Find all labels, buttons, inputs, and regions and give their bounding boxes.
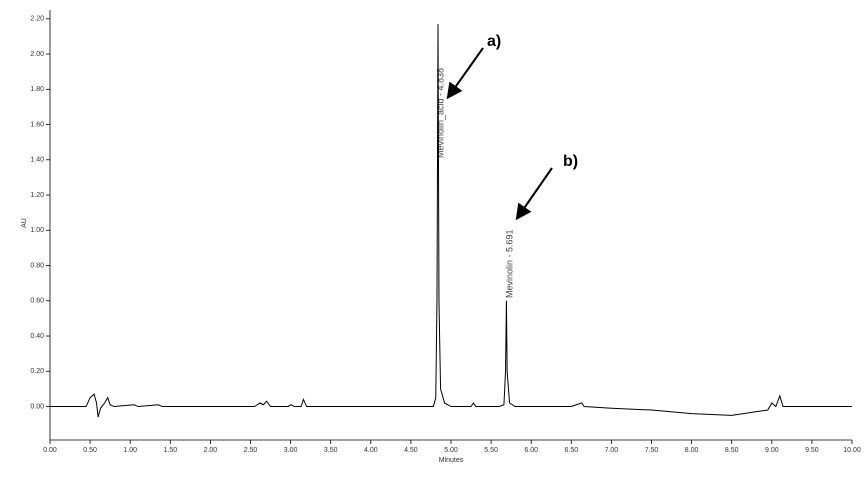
y-tick-label: 0.00 (30, 403, 44, 410)
trace (50, 24, 852, 418)
y-tick-label: 2.00 (30, 51, 44, 58)
x-tick-label: 0.50 (83, 447, 97, 454)
y-tick-label: 1.40 (30, 157, 44, 164)
x-tick-label: 2.00 (204, 447, 218, 454)
x-tick-label: 7.50 (645, 447, 659, 454)
x-tick-label: 2.50 (244, 447, 258, 454)
y-tick-label: 1.80 (30, 86, 44, 93)
x-tick-label: 5.50 (484, 447, 498, 454)
x-tick-label: 6.00 (524, 447, 538, 454)
x-tick-label: 8.50 (725, 447, 739, 454)
arrow (446, 47, 484, 100)
peak-label: Mevinolin_acid - 4.838 (435, 68, 445, 158)
x-tick-label: 3.00 (284, 447, 298, 454)
y-tick-label: 1.20 (30, 192, 44, 199)
x-tick-label: 10.00 (843, 447, 861, 454)
x-tick-label: 7.00 (605, 447, 619, 454)
x-tick-label: 9.50 (805, 447, 819, 454)
y-tick-label: 0.20 (30, 368, 44, 375)
x-tick-label: 9.00 (765, 447, 779, 454)
x-tick-label: 0.00 (43, 447, 57, 454)
x-tick-label: 3.50 (324, 447, 338, 454)
y-tick-label: 0.40 (30, 333, 44, 340)
annotation: b) (563, 153, 578, 170)
x-tick-label: 1.50 (163, 447, 177, 454)
y-axis-label: AU (21, 218, 28, 228)
y-tick-label: 0.60 (30, 298, 44, 305)
y-tick-label: 1.00 (30, 227, 44, 234)
y-tick-label: 2.20 (30, 16, 44, 23)
x-tick-label: 8.00 (685, 447, 699, 454)
y-tick-label: 0.80 (30, 262, 44, 269)
x-tick-label: 4.50 (404, 447, 418, 454)
peak-label: Mevinolin - 5.691 (504, 229, 514, 298)
y-tick-label: 1.60 (30, 121, 44, 128)
arrow (515, 167, 553, 221)
x-tick-label: 1.00 (123, 447, 137, 454)
x-tick-label: 6.50 (564, 447, 578, 454)
x-axis-label: Minutes (439, 457, 464, 464)
x-tick-label: 4.00 (364, 447, 378, 454)
x-tick-label: 5.00 (444, 447, 458, 454)
annotation: a) (487, 33, 501, 50)
